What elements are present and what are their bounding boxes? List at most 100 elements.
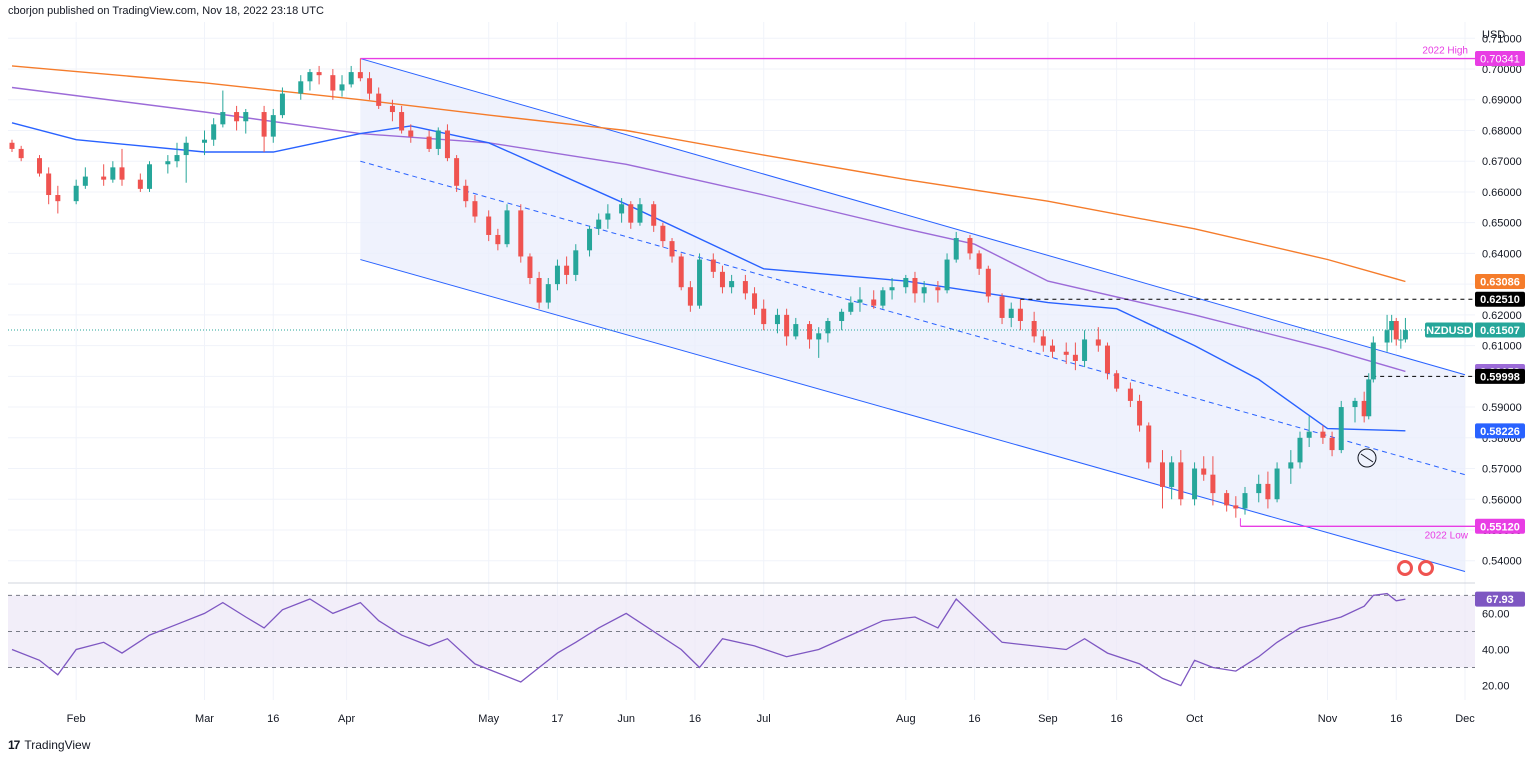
candle-body <box>174 155 180 162</box>
candle-body <box>536 277 542 303</box>
candle-body <box>1242 493 1248 509</box>
y-tick-label: 0.61000 <box>1482 341 1522 353</box>
candle-body <box>912 277 918 294</box>
candle-body <box>871 299 877 306</box>
y-tick-label: 0.59000 <box>1482 402 1522 414</box>
candle-body <box>1127 388 1133 401</box>
candle-body <box>1389 321 1395 331</box>
candle-body <box>367 78 373 94</box>
year-high-label: 2022 High <box>1422 46 1468 57</box>
candle-body <box>220 112 226 125</box>
x-tick-label: Oct <box>1186 713 1203 725</box>
y-tick-label: 0.66000 <box>1482 187 1522 199</box>
candle-body <box>554 265 560 285</box>
candle-body <box>486 216 492 235</box>
candle-body <box>903 277 909 288</box>
candle-body <box>1008 308 1014 318</box>
candle-body <box>1095 339 1101 346</box>
currency-label: USD <box>1482 29 1505 41</box>
candle-body <box>399 112 405 131</box>
candle-body <box>270 115 276 137</box>
candle-body <box>527 256 533 278</box>
candle-body <box>463 185 469 202</box>
candle-body <box>1233 505 1239 509</box>
x-tick-label: Feb <box>67 713 86 725</box>
candle-body <box>880 290 886 306</box>
candle-body <box>165 161 171 165</box>
candle-body <box>357 72 363 79</box>
candle-body <box>967 238 973 254</box>
candle-body <box>889 287 895 291</box>
candle-body <box>999 296 1005 318</box>
price-tag-low <box>1475 518 1525 534</box>
candle-body <box>1072 354 1078 361</box>
y-tick-label: 0.69000 <box>1482 95 1522 107</box>
candle-body <box>1178 462 1184 500</box>
x-tick-label: 16 <box>267 713 279 725</box>
regression-channel <box>360 58 1466 572</box>
candle-body <box>389 105 395 113</box>
candle-body <box>1338 407 1344 451</box>
candle-body <box>472 201 478 217</box>
candle-body <box>719 271 725 288</box>
year-low-label: 2022 Low <box>1425 530 1469 541</box>
candle-body <box>1306 431 1312 438</box>
price-tag-resistance-text: 0.62510 <box>1480 294 1520 306</box>
candle-body <box>1256 483 1262 494</box>
rsi-value-tag-text: 67.93 <box>1486 594 1514 606</box>
candle-body <box>261 112 267 137</box>
x-tick-label: Apr <box>338 713 355 725</box>
price-tag-sma200-text: 0.63086 <box>1480 276 1520 288</box>
publish-info: cborjon published on TradingView.com, No… <box>8 5 324 17</box>
x-tick-label: 16 <box>1390 713 1402 725</box>
price-tag-resistance <box>1475 291 1525 307</box>
time-axis: Feb Mar 16 Apr May 17 Jun 16 Jul Aug 16 Sep 16 Oct Nov… <box>67 713 1476 725</box>
candle-body <box>330 75 336 91</box>
candle-body <box>1370 342 1376 380</box>
candle-body <box>742 281 748 294</box>
candle-body <box>1114 373 1120 389</box>
ma-line <box>11 65 1406 283</box>
event-markers <box>1357 448 1434 576</box>
x-tick-label: 16 <box>1111 713 1123 725</box>
x-tick-label: Aug <box>896 713 916 725</box>
candle-body <box>687 287 693 306</box>
horizontal-levels: 2022 High 2022 Low <box>8 46 1475 541</box>
candle-body <box>807 324 813 340</box>
candle-body <box>46 173 52 196</box>
candle-body <box>1366 379 1372 417</box>
rsi-band <box>8 595 1475 668</box>
candle-body <box>1297 437 1303 463</box>
candle-body <box>1224 493 1230 506</box>
candle-body <box>619 204 625 214</box>
x-tick-label: May <box>478 713 499 725</box>
candle-body <box>545 284 551 303</box>
y-tick-label: 0.67000 <box>1482 156 1522 168</box>
candle-body <box>1104 345 1110 374</box>
candle-body <box>1402 330 1408 340</box>
candle-body <box>729 281 735 288</box>
candle-body <box>408 130 414 137</box>
candle-body <box>944 259 950 291</box>
price-tag-sma50-text: 0.58226 <box>1480 426 1520 438</box>
y-tick-label: 0.57000 <box>1482 464 1522 476</box>
candle-body <box>137 179 143 189</box>
candle-body <box>1192 468 1198 500</box>
channel-middle-line <box>360 160 1466 476</box>
candle-body <box>18 148 24 159</box>
candle-body <box>848 302 854 312</box>
x-tick-label: Mar <box>195 713 214 725</box>
y-tick-label: 0.62000 <box>1482 310 1522 322</box>
candle-body <box>1329 437 1335 451</box>
candlesticks <box>9 58 1408 518</box>
symbol-tag-text: NZDUSD <box>1426 325 1472 337</box>
price-tag-last-text: 0.61507 <box>1480 325 1520 337</box>
candle-body <box>110 167 116 180</box>
candle-body <box>976 253 982 269</box>
candle-body <box>839 311 845 322</box>
y-tick-label: 0.64000 <box>1482 248 1522 260</box>
x-tick-label: 17 <box>551 713 563 725</box>
candle-body <box>307 72 313 82</box>
candle-body <box>587 228 593 251</box>
